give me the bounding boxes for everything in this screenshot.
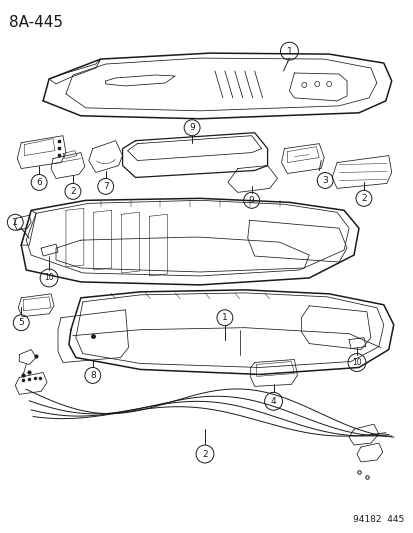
Text: 1: 1: [221, 313, 227, 322]
Text: 8A-445: 8A-445: [9, 15, 63, 30]
Text: 6: 6: [36, 178, 42, 187]
Text: 9: 9: [248, 196, 254, 205]
Text: 1: 1: [286, 46, 292, 55]
Text: 3: 3: [322, 176, 327, 185]
Text: 94182  445: 94182 445: [353, 515, 404, 523]
Text: 10: 10: [351, 358, 361, 367]
Text: 1: 1: [12, 218, 18, 227]
Text: 8: 8: [90, 371, 95, 380]
Text: 4: 4: [270, 397, 276, 406]
Text: 7: 7: [102, 182, 108, 191]
Text: 2: 2: [70, 187, 76, 196]
Text: 5: 5: [18, 318, 24, 327]
Text: 2: 2: [360, 194, 366, 203]
Text: 10: 10: [44, 273, 54, 282]
Text: 2: 2: [202, 449, 207, 458]
Text: 9: 9: [189, 123, 195, 132]
